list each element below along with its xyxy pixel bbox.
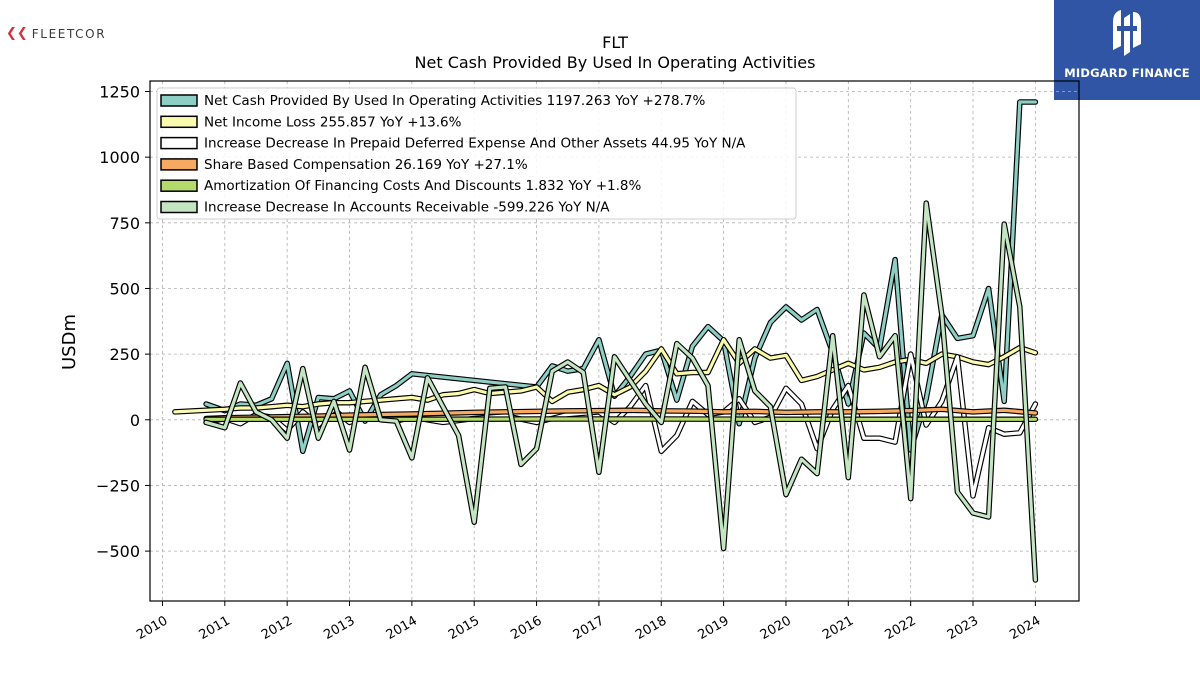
x-tick-label: 2016 <box>508 613 544 643</box>
y-axis: 1250 1000 750 500 250 0 −250 −500 <box>96 83 150 561</box>
y-tick-label: 750 <box>109 214 140 233</box>
y-tick-label: 250 <box>109 345 140 364</box>
legend-swatch <box>160 179 198 192</box>
x-tick-label: 2011 <box>197 613 233 643</box>
midgard-logo-icon <box>1113 10 1141 56</box>
legend-label: Amortization Of Financing Costs And Disc… <box>204 178 641 194</box>
plot-frame <box>149 80 1080 602</box>
legend-swatch <box>160 136 198 150</box>
y-tick-label: 0 <box>130 411 140 430</box>
x-axis: 2010 2011 2012 2013 2014 2015 2016 2017 2018 2019… <box>134 601 1043 643</box>
legend-item: Share Based Compensation 26.169 YoY +27.… <box>160 157 528 173</box>
x-tick-label: 2017 <box>571 613 607 643</box>
midgard-finance-logo: MIDGARD FINANCE <box>1054 0 1200 100</box>
x-tick-label: 2013 <box>321 613 357 643</box>
legend-item: Increase Decrease In Prepaid Deferred Ex… <box>160 136 746 152</box>
y-axis-label: USDm <box>59 314 80 370</box>
legend-item: Amortization Of Financing Costs And Disc… <box>160 178 641 194</box>
x-tick-label: 2015 <box>446 613 482 643</box>
x-tick-label: 2024 <box>1007 613 1043 643</box>
legend-item: Net Income Loss 255.857 YoY +13.6% <box>160 114 462 130</box>
legend-swatch <box>160 200 198 214</box>
y-tick-label: 1250 <box>99 83 140 102</box>
legend-swatch <box>160 115 198 129</box>
series-layer <box>172 99 1039 583</box>
x-tick-label: 2023 <box>945 613 981 643</box>
midgard-logo-text: MIDGARD FINANCE <box>1064 66 1190 80</box>
chart-subtitle: Net Cash Provided By Used In Operating A… <box>415 53 816 72</box>
series-line <box>204 201 1038 582</box>
x-tick-label: 2012 <box>259 613 295 643</box>
legend-swatch <box>160 94 198 107</box>
legend-label: Net Income Loss 255.857 YoY +13.6% <box>204 114 462 130</box>
legend-label: Increase Decrease In Prepaid Deferred Ex… <box>204 136 746 152</box>
x-tick-label: 2022 <box>882 613 918 643</box>
legend-box <box>156 87 797 220</box>
legend-item: Increase Decrease In Accounts Receivable… <box>160 200 610 216</box>
fleetcor-logo: ❮❮ FLEETCOR <box>6 26 106 41</box>
fleetcor-chevron-icon: ❮❮ <box>6 26 28 41</box>
legend-label: Share Based Compensation 26.169 YoY +27.… <box>204 157 528 173</box>
legend: Net Cash Provided By Used In Operating A… <box>156 87 797 220</box>
y-tick-label: 500 <box>109 279 140 298</box>
series-4 <box>203 406 1039 422</box>
y-tick-label: −250 <box>96 476 140 495</box>
chart-title: FLT <box>602 33 628 52</box>
y-tick-label: 1000 <box>99 148 140 167</box>
legend-swatch <box>160 158 198 171</box>
legend-item: Net Cash Provided By Used In Operating A… <box>160 93 705 109</box>
x-tick-label: 2020 <box>758 613 794 643</box>
series-line <box>204 407 1038 421</box>
y-tick-label: −500 <box>96 542 140 561</box>
fleetcor-logo-text: FLEETCOR <box>31 26 107 41</box>
series-6 <box>203 200 1039 583</box>
x-tick-label: 2021 <box>820 613 856 643</box>
x-tick-label: 2010 <box>134 613 170 643</box>
x-tick-label: 2019 <box>695 613 731 643</box>
legend-label: Increase Decrease In Accounts Receivable… <box>204 200 610 216</box>
x-tick-label: 2014 <box>384 613 420 643</box>
legend-label: Net Cash Provided By Used In Operating A… <box>204 93 705 109</box>
x-tick-label: 2018 <box>633 613 669 643</box>
